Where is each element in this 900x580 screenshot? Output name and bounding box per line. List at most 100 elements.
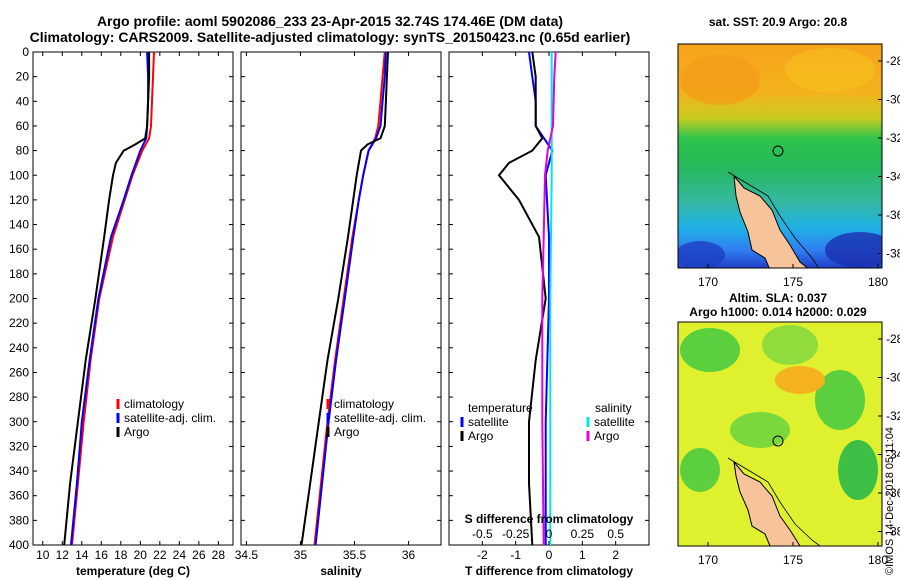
secondary-tick-label: 0 — [546, 527, 553, 541]
series-line-s-argo — [541, 51, 557, 546]
legend-label: Argo — [594, 429, 620, 443]
y-tick-label: 140 — [9, 218, 29, 232]
legend-label: satellite — [594, 415, 635, 429]
x-axis-label: salinity — [320, 564, 362, 578]
sst-warm-patch — [680, 55, 760, 105]
map-lon-tick-label: 180 — [868, 275, 888, 289]
map-lon-tick-label: 175 — [783, 553, 803, 567]
y-tick-label: 220 — [9, 316, 29, 330]
secondary-axis-label: S difference from climatology — [465, 512, 634, 526]
y-tick-label: 200 — [9, 292, 29, 306]
x-tick-label: 26 — [192, 548, 206, 562]
argo-float-marker — [772, 435, 784, 447]
plot-frame — [32, 51, 234, 546]
legend-label: climatology — [124, 397, 184, 411]
sla-low-patch — [730, 412, 790, 448]
map-lon-tick-label: 170 — [698, 553, 718, 567]
sla-map-frame — [677, 321, 883, 547]
secondary-tick-label: 0.5 — [607, 527, 624, 541]
map-lat-tick-label: -30 — [886, 371, 900, 385]
figure-title-line1: Argo profile: aoml 5902086_233 23-Apr-20… — [96, 13, 564, 29]
y-tick-label: 400 — [9, 538, 29, 552]
x-tick-label: 2 — [612, 548, 619, 562]
x-tick-label: 12 — [56, 548, 70, 562]
legend-label: climatology — [334, 397, 394, 411]
map-lat-tick-label: -38 — [886, 525, 900, 539]
series-line-s-satellite — [549, 52, 553, 545]
x-tick-label: 14 — [75, 548, 89, 562]
sla-high-patch — [775, 366, 825, 394]
y-tick-label: 60 — [16, 119, 30, 133]
series-line-satellite-adj-clim- — [314, 51, 387, 546]
legend-label: Argo — [124, 425, 150, 439]
sst-map — [678, 44, 882, 268]
y-tick-label: 120 — [9, 193, 29, 207]
x-tick-label: 20 — [134, 548, 148, 562]
argo-float-marker — [772, 145, 784, 157]
sla-map — [678, 322, 882, 546]
x-tick-label: -1 — [510, 548, 521, 562]
sla-low-patch — [680, 448, 720, 492]
sla-low-patch — [762, 325, 818, 365]
y-tick-label: 40 — [16, 94, 30, 108]
y-tick-label: 80 — [16, 144, 30, 158]
map-lat-tick-label: -28 — [886, 332, 900, 346]
map-lat-tick-label: -28 — [886, 54, 900, 68]
y-tick-label: 380 — [9, 513, 29, 527]
sst-map-frame — [677, 43, 883, 269]
x-tick-label: 22 — [153, 548, 167, 562]
x-tick-label: 35 — [294, 548, 308, 562]
x-tick-label: 28 — [212, 548, 226, 562]
series-line-t-satellite — [528, 51, 554, 545]
sla-map-title-line2: Argo h1000: 0.014 h2000: 0.029 — [689, 305, 867, 319]
secondary-tick-label: -0.25 — [502, 527, 530, 541]
map-lon-tick-label: 170 — [698, 275, 718, 289]
y-tick-label: 20 — [16, 70, 30, 84]
map-lat-tick-label: -32 — [886, 131, 900, 145]
map-lon-tick-label: 180 — [868, 553, 888, 567]
map-lat-tick-label: -36 — [886, 486, 900, 500]
map-lat-tick-label: -34 — [886, 170, 900, 184]
x-tick-label: 0 — [546, 548, 553, 562]
y-tick-label: 280 — [9, 390, 29, 404]
isobath-contour — [727, 457, 821, 546]
secondary-tick-label: 0.25 — [571, 527, 595, 541]
sla-low-patch — [815, 370, 865, 430]
y-tick-label: 360 — [9, 489, 29, 503]
x-tick-label: 36 — [402, 548, 416, 562]
map-lat-tick-label: -32 — [886, 409, 900, 423]
x-tick-label: 34.5 — [235, 548, 259, 562]
map-lat-tick-label: -38 — [886, 247, 900, 261]
series-line-argo — [63, 52, 151, 546]
map-lon-tick-label: 175 — [783, 275, 803, 289]
x-axis-label: T difference from climatology — [465, 564, 633, 578]
legend-label: Argo — [468, 429, 494, 443]
legend-label: Argo — [334, 425, 360, 439]
figure-title-line2: Climatology: CARS2009. Satellite-adjuste… — [29, 29, 631, 45]
new-zealand-land — [733, 174, 809, 268]
series-line-t-argo — [497, 51, 547, 546]
sst-warm-patch — [785, 48, 875, 92]
y-tick-label: 260 — [9, 365, 29, 379]
y-tick-label: 160 — [9, 242, 29, 256]
x-tick-label: -2 — [477, 548, 488, 562]
legend-title-salinity: salinity — [595, 401, 632, 415]
x-tick-label: 16 — [95, 548, 109, 562]
secondary-tick-label: -0.5 — [472, 527, 493, 541]
y-tick-label: 340 — [9, 464, 29, 478]
y-tick-label: 180 — [9, 267, 29, 281]
x-tick-label: 24 — [173, 548, 187, 562]
map-lat-tick-label: -30 — [886, 93, 900, 107]
y-tick-label: 240 — [9, 341, 29, 355]
legend-label: satellite — [468, 415, 509, 429]
sla-map-title-line1: Altim. SLA: 0.037 — [728, 291, 828, 305]
y-tick-label: 300 — [9, 415, 29, 429]
map-lat-tick-label: -36 — [886, 208, 900, 222]
sla-low-patch — [838, 440, 878, 500]
y-tick-label: 320 — [9, 439, 29, 453]
y-tick-label: 100 — [9, 168, 29, 182]
sst-cold-patch — [825, 232, 882, 268]
y-tick-label: 0 — [22, 45, 29, 59]
new-zealand-land — [733, 460, 801, 546]
